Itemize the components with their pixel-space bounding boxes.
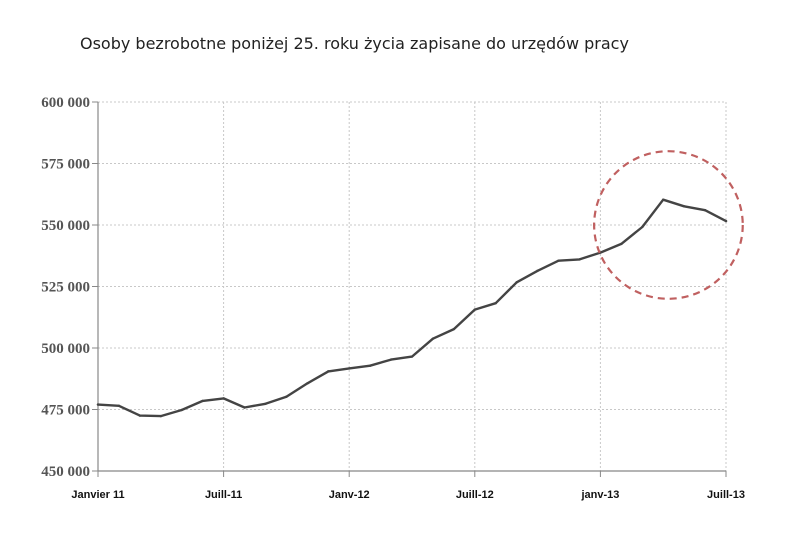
data-point: [557, 259, 560, 262]
x-tick-label: Janvier 11: [71, 489, 124, 501]
data-point: [620, 242, 623, 246]
data-point: [285, 395, 288, 398]
chart-title: Osoby bezrobotne poniżej 25. roku życia …: [80, 34, 629, 53]
data-point: [724, 219, 728, 223]
y-tick-label: 475 000: [41, 403, 90, 419]
x-tick-label: janv-13: [580, 489, 619, 501]
x-tick-label: Janv-12: [329, 489, 370, 501]
data-point: [306, 382, 309, 385]
data-point: [180, 408, 183, 412]
axes: [92, 101, 727, 477]
data-point: [243, 406, 246, 409]
annotations: [593, 150, 744, 300]
data-point: [222, 397, 225, 400]
y-tick-label: 550 000: [41, 218, 90, 234]
data-point: [494, 302, 497, 305]
data-point: [515, 281, 518, 284]
x-tick-label: Juill-12: [456, 489, 494, 501]
data-point: [138, 414, 142, 417]
data-point: [578, 258, 581, 261]
x-tick-label: Juill-13: [707, 489, 745, 501]
data-point: [201, 399, 204, 403]
y-tick-label: 525 000: [41, 280, 90, 296]
series-line: [96, 198, 728, 418]
x-tick-label: Juill-11: [205, 489, 242, 501]
y-tick-label: 500 000: [41, 341, 90, 357]
data-point: [641, 225, 644, 229]
data-point: [327, 370, 330, 373]
data-point: [264, 402, 267, 406]
series-lines: [96, 198, 728, 418]
y-tick-label: 575 000: [41, 157, 90, 173]
data-point: [536, 269, 539, 272]
data-point: [682, 205, 686, 208]
data-point: [389, 358, 393, 361]
data-point: [159, 414, 162, 418]
data-point: [96, 403, 100, 406]
data-point: [117, 404, 121, 408]
y-tick-label: 450 000: [41, 464, 90, 480]
data-point: [348, 367, 351, 370]
data-point: [368, 364, 372, 367]
grid-lines: [98, 101, 727, 471]
data-point: [431, 337, 435, 340]
y-tick-label: 600 000: [41, 95, 90, 111]
data-point: [473, 308, 476, 311]
tick-labels: 450 000 475 000 500 000 525 000 550 000 575 0…: [41, 95, 745, 501]
data-point: [703, 209, 707, 212]
highlight-circle: [593, 150, 744, 300]
data-point: [452, 327, 456, 331]
data-point: [410, 355, 414, 358]
data-point: [662, 198, 665, 201]
